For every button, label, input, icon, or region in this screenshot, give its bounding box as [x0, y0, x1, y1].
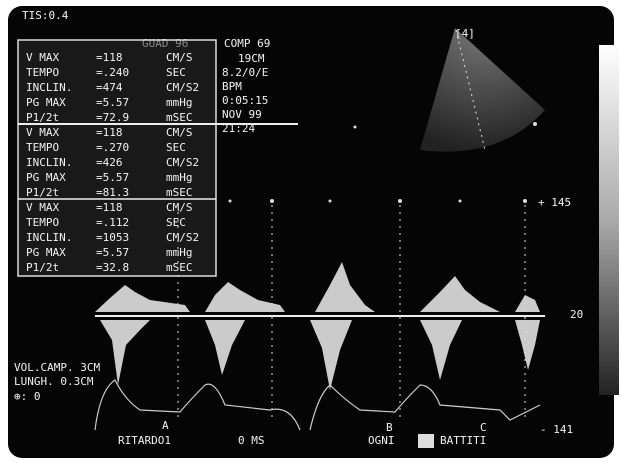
measure-value: =72.9 — [96, 111, 129, 124]
measure-unit: CM/S — [166, 126, 193, 139]
comp: COMP 69 — [224, 37, 270, 50]
measure-label: V MAX — [26, 51, 59, 64]
measure-label: V MAX — [26, 201, 59, 214]
tis: TIS:0.4 — [22, 9, 69, 22]
measure-unit: SEC — [166, 141, 186, 154]
measure-label: P1/2t — [26, 111, 59, 124]
measure-unit: CM/S2 — [166, 231, 199, 244]
delay-ms: 0 MS — [238, 434, 265, 447]
measure-value: =118 — [96, 201, 123, 214]
measure-unit: mmHg — [166, 246, 193, 259]
measure-unit: SEC — [166, 66, 186, 79]
rate: BPM — [222, 80, 242, 93]
measure-value: =5.57 — [96, 246, 129, 259]
sample-length: LUNGH. 0.3CM — [14, 375, 94, 388]
measure-value: =5.57 — [96, 171, 129, 184]
settings: 8.2/0/E — [222, 66, 268, 79]
scale-baseline: 20 — [570, 308, 583, 321]
measure-label: TEMPO — [26, 66, 59, 79]
measure-label: PG MAX — [26, 96, 66, 109]
measure-label: V MAX — [26, 126, 59, 139]
measure-label: INCLIN. — [26, 81, 72, 94]
measure-value: =426 — [96, 156, 123, 169]
timer: 0:05:15 — [222, 94, 268, 107]
measure-label: P1/2t — [26, 261, 59, 274]
measure-value: =.112 — [96, 216, 129, 229]
date: NOV 99 — [222, 108, 262, 121]
measure-unit: CM/S — [166, 51, 193, 64]
probe: [4] — [455, 27, 475, 40]
beats: BATTITI — [440, 434, 486, 447]
sample-angle: ⊕: 0 — [14, 390, 41, 403]
scale-bottom: - 141 — [540, 423, 573, 436]
screen: [4] TIS:0.4 GUAD 96 COMP 69 19CM 8.2/0/E… — [0, 0, 622, 463]
marker: A — [162, 419, 169, 432]
measure-unit: mSEC — [166, 261, 193, 274]
measure-value: =1053 — [96, 231, 129, 244]
measure-unit: SEC — [166, 216, 186, 229]
measure-unit: mSEC — [166, 186, 193, 199]
measure-unit: CM/S — [166, 201, 193, 214]
measure-label: INCLIN. — [26, 156, 72, 169]
measure-label: P1/2t — [26, 186, 59, 199]
measure-value: =.240 — [96, 66, 129, 79]
every: OGNI — [368, 434, 395, 447]
measure-value: =5.57 — [96, 96, 129, 109]
marker: C — [480, 421, 487, 434]
depth: 19CM — [238, 52, 265, 65]
sample-volume: VOL.CAMP. 3CM — [14, 361, 100, 374]
measure-unit: mmHg — [166, 96, 193, 109]
measure-value: =81.3 — [96, 186, 129, 199]
measure-unit: mmHg — [166, 171, 193, 184]
measure-label: PG MAX — [26, 246, 66, 259]
measure-value: =118 — [96, 126, 123, 139]
measure-label: PG MAX — [26, 171, 66, 184]
measure-label: TEMPO — [26, 141, 59, 154]
measure-value: =.270 — [96, 141, 129, 154]
measure-value: =118 — [96, 51, 123, 64]
delay: RITARDO1 — [118, 434, 171, 447]
marker: B — [386, 421, 393, 434]
measure-label: INCLIN. — [26, 231, 72, 244]
measure-unit: mSEC — [166, 111, 193, 124]
scale-top: + 145 — [538, 196, 571, 209]
grayscale-bar — [599, 45, 619, 395]
measure-label: TEMPO — [26, 216, 59, 229]
measure-value: =474 — [96, 81, 123, 94]
beat-box — [418, 434, 434, 448]
measure-value: =32.8 — [96, 261, 129, 274]
measure-unit: CM/S2 — [166, 156, 199, 169]
measure-unit: CM/S2 — [166, 81, 199, 94]
